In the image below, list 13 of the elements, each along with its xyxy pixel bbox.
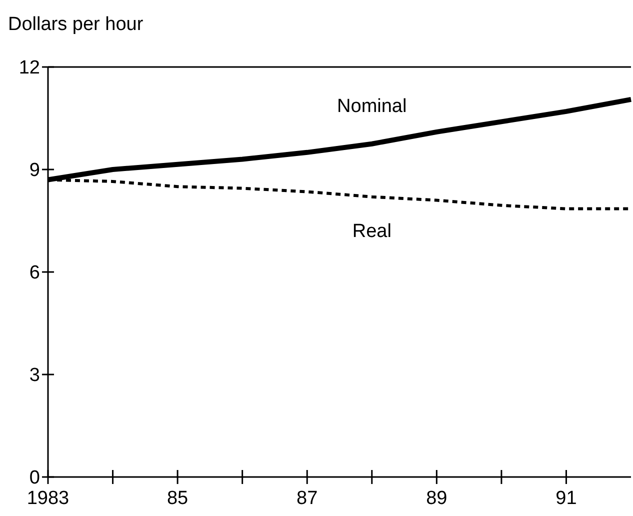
y-tick-label: 3 — [29, 365, 40, 386]
x-tick-label: 85 — [166, 488, 188, 509]
x-tick-label: 91 — [556, 488, 577, 509]
y-tick-label: 9 — [29, 160, 40, 182]
series-label: Nominal — [337, 96, 407, 117]
y-tick-label: 12 — [18, 58, 40, 79]
x-tick-label: 89 — [426, 488, 448, 509]
x-tick-label: 87 — [296, 488, 318, 509]
x-tick-label: 1983 — [26, 488, 70, 509]
series-label: Real — [352, 220, 392, 242]
y-tick-label: 6 — [29, 262, 40, 284]
y-axis-title: Dollars per hour — [8, 14, 144, 35]
y-tick-label: 0 — [29, 468, 40, 489]
